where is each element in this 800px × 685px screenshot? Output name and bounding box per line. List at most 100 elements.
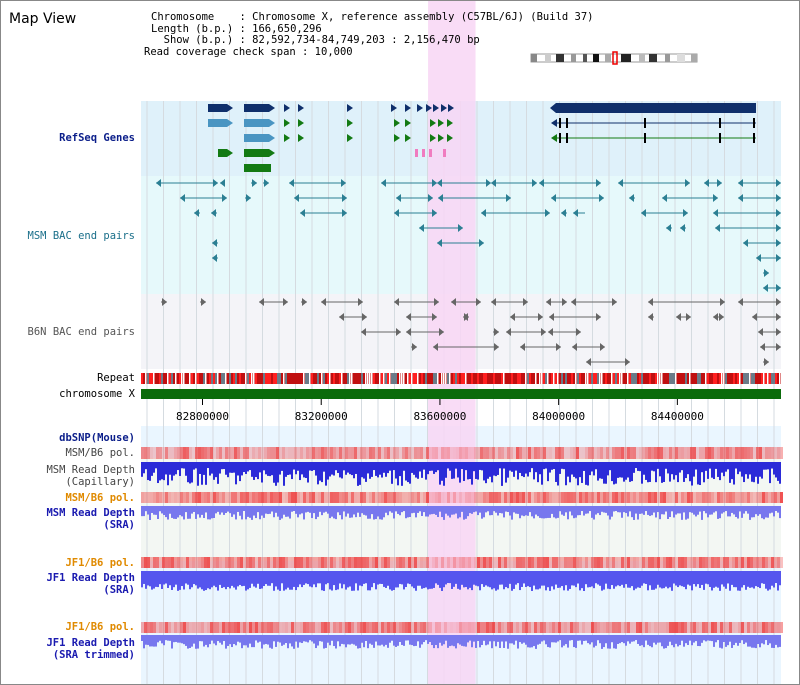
- track-label-jf1-pol-2[interactable]: JF1/B6 pol.: [65, 621, 135, 633]
- track-label-msm-pol-1[interactable]: MSM/B6 pol.: [65, 447, 135, 459]
- polymorphism-cell: [162, 492, 165, 503]
- polymorphism-cell: [348, 492, 351, 503]
- track-label-chromosome[interactable]: chromosome X: [59, 388, 135, 400]
- polymorphism-cell: [249, 557, 252, 568]
- read-depth-bar: [741, 506, 743, 518]
- read-depth-bar: [353, 462, 355, 479]
- read-depth-bar: [771, 506, 773, 513]
- read-depth-bar: [497, 506, 499, 516]
- read-depth-bar: [367, 571, 369, 591]
- read-depth-bar: [189, 571, 191, 590]
- polymorphism-cell: [252, 492, 255, 503]
- gene-block: [244, 119, 269, 127]
- polymorphism-cell: [546, 557, 549, 568]
- track-label-msm-depth-sra[interactable]: MSM Read Depth: [46, 507, 135, 519]
- track-label-msm-pol-2[interactable]: MSM/B6 pol.: [65, 492, 135, 504]
- read-depth-bar: [373, 571, 375, 584]
- bac-end-marker: [618, 179, 623, 187]
- read-depth-bar: [347, 635, 349, 645]
- polymorphism-cell: [441, 622, 444, 633]
- length-line: Length (b.p.) : 166,650,296: [151, 22, 322, 35]
- read-depth-bar: [517, 462, 519, 480]
- repeat-gap: [535, 373, 537, 384]
- polymorphism-cell: [324, 557, 327, 568]
- repeat-element: [617, 373, 619, 384]
- polymorphism-cell: [765, 622, 768, 633]
- read-depth-bar: [443, 462, 445, 486]
- track-label-msm-depth-cap[interactable]: MSM Read Depth: [46, 464, 135, 476]
- track-label-refseq[interactable]: RefSeq Genes: [59, 132, 135, 144]
- polymorphism-cell: [570, 557, 573, 568]
- bac-end-marker: [406, 313, 411, 321]
- polymorphism-cell: [702, 447, 705, 459]
- polymorphism-cell: [642, 622, 645, 633]
- polymorphism-cell: [159, 557, 162, 568]
- read-depth-bar: [313, 571, 315, 585]
- bac-end-marker: [321, 298, 326, 306]
- read-depth-bar: [275, 462, 277, 486]
- ideogram-band: [583, 54, 587, 62]
- track-label-dbsnp[interactable]: dbSNP(Mouse): [59, 432, 135, 444]
- repeat-element: [545, 373, 547, 384]
- polymorphism-cell: [402, 622, 405, 633]
- polymorphism-cell: [576, 492, 579, 503]
- polymorphism-cell: [660, 447, 663, 459]
- read-depth-bar: [157, 506, 159, 520]
- gene-block: [244, 149, 269, 157]
- polymorphism-cell: [225, 447, 228, 459]
- track-label-jf1-depth-sra[interactable]: JF1 Read Depth: [46, 572, 135, 584]
- polymorphism-cell: [288, 447, 291, 459]
- read-depth-bar: [715, 571, 717, 587]
- track-label-jf1-pol-1[interactable]: JF1/B6 pol.: [65, 557, 135, 569]
- polymorphism-cell: [180, 557, 183, 568]
- bac-end-marker: [523, 298, 528, 306]
- polymorphism-cell: [732, 557, 735, 568]
- read-depth-bar: [607, 571, 609, 589]
- gene-arrow: [284, 119, 290, 127]
- repeat-element: [517, 373, 519, 384]
- read-depth-bar: [173, 506, 175, 519]
- read-depth-bar: [187, 506, 189, 519]
- repeat-element: [725, 373, 727, 384]
- read-depth-bar: [353, 635, 355, 645]
- polymorphism-cell: [531, 447, 534, 459]
- bac-end-marker: [491, 298, 496, 306]
- polymorphism-cell: [726, 557, 729, 568]
- track-label-msm-bac[interactable]: MSM BAC end pairs: [27, 230, 135, 242]
- read-depth-bar: [293, 462, 295, 470]
- read-depth-bar: [491, 462, 493, 483]
- repeat-gap: [721, 373, 723, 384]
- read-depth-bar: [589, 635, 591, 645]
- repeat-gap: [441, 373, 443, 384]
- read-depth-bar: [441, 571, 443, 591]
- polymorphism-cell: [468, 557, 471, 568]
- read-depth-bar: [257, 635, 259, 643]
- repeat-gap: [611, 373, 613, 384]
- bac-end-marker: [212, 239, 217, 247]
- repeat-element: [529, 373, 531, 384]
- read-depth-bar: [707, 571, 709, 585]
- polymorphism-cell: [195, 447, 198, 459]
- polymorphism-cell: [195, 622, 198, 633]
- read-depth-bar: [481, 571, 483, 585]
- polymorphism-cell: [273, 557, 276, 568]
- polymorphism-cell: [468, 447, 471, 459]
- polymorphism-cell: [696, 492, 699, 503]
- track-label-repeat[interactable]: Repeat: [97, 372, 135, 384]
- polymorphism-cell: [345, 622, 348, 633]
- polymorphism-cell: [756, 622, 759, 633]
- polymorphism-cell: [528, 622, 531, 633]
- read-depth-bar: [237, 635, 239, 642]
- ideogram-band: [556, 54, 564, 62]
- polymorphism-cell: [522, 492, 525, 503]
- repeat-gap: [689, 373, 691, 384]
- bac-end-marker: [776, 313, 781, 321]
- read-depth-bar: [535, 635, 537, 649]
- bac-end-marker: [212, 254, 217, 262]
- repeat-element: [579, 373, 581, 384]
- read-depth-bar: [523, 506, 525, 517]
- read-depth-bar: [425, 635, 427, 641]
- track-label-b6n-bac[interactable]: B6N BAC end pairs: [27, 326, 135, 338]
- bac-end-marker: [738, 179, 743, 187]
- track-label-jf1-depth-trim[interactable]: JF1 Read Depth: [46, 637, 135, 649]
